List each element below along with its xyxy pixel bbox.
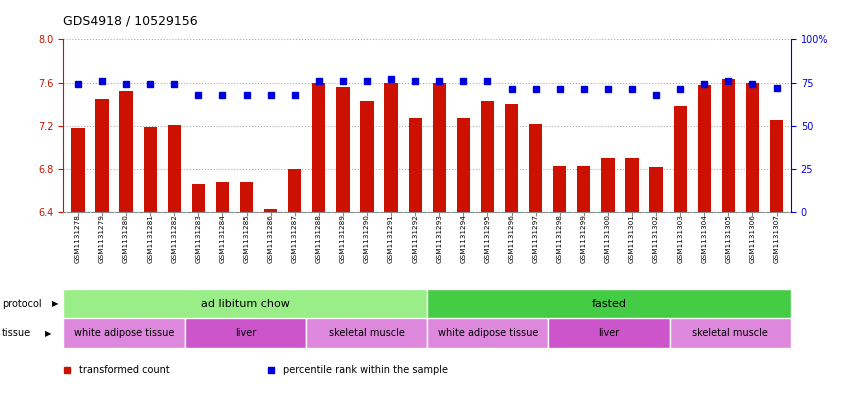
- Text: GSM1131296: GSM1131296: [508, 215, 514, 263]
- Bar: [548, 318, 670, 348]
- Bar: [770, 120, 783, 212]
- Text: GSM1131303: GSM1131303: [677, 215, 684, 263]
- Bar: [670, 318, 791, 348]
- Text: GSM1131285: GSM1131285: [244, 215, 250, 263]
- Text: liver: liver: [234, 328, 256, 338]
- Text: skeletal muscle: skeletal muscle: [692, 328, 768, 338]
- Text: skeletal muscle: skeletal muscle: [328, 328, 404, 338]
- Text: GSM1131297: GSM1131297: [533, 215, 539, 263]
- Bar: [481, 101, 494, 212]
- Text: GSM1131299: GSM1131299: [581, 215, 587, 263]
- Bar: [384, 83, 398, 212]
- Text: GSM1131280: GSM1131280: [123, 215, 129, 263]
- Bar: [746, 83, 759, 212]
- Text: GSM1131278: GSM1131278: [75, 215, 81, 263]
- Bar: [264, 209, 277, 212]
- Text: GSM1131287: GSM1131287: [292, 215, 298, 263]
- Text: ▶: ▶: [52, 299, 59, 308]
- Text: protocol: protocol: [2, 299, 41, 309]
- Text: GSM1131295: GSM1131295: [485, 215, 491, 263]
- Text: GSM1131279: GSM1131279: [99, 215, 105, 263]
- Text: GSM1131294: GSM1131294: [460, 215, 466, 263]
- Bar: [673, 106, 687, 212]
- Text: GSM1131307: GSM1131307: [773, 215, 779, 263]
- Text: GSM1131305: GSM1131305: [725, 215, 732, 263]
- Text: GSM1131283: GSM1131283: [195, 215, 201, 263]
- Bar: [698, 84, 711, 212]
- Bar: [529, 123, 542, 212]
- Bar: [240, 182, 253, 212]
- Bar: [432, 83, 446, 212]
- Text: GDS4918 / 10529156: GDS4918 / 10529156: [63, 15, 198, 28]
- Bar: [71, 128, 85, 212]
- Bar: [184, 318, 306, 348]
- Text: GSM1131284: GSM1131284: [219, 215, 225, 263]
- Bar: [168, 125, 181, 212]
- Text: GSM1131290: GSM1131290: [364, 215, 370, 263]
- Text: ad libitum chow: ad libitum chow: [201, 299, 290, 309]
- Text: GSM1131289: GSM1131289: [340, 215, 346, 263]
- Bar: [577, 166, 591, 212]
- Text: GSM1131291: GSM1131291: [388, 215, 394, 263]
- Bar: [63, 289, 427, 318]
- Bar: [427, 318, 548, 348]
- Text: ▶: ▶: [45, 329, 52, 338]
- Bar: [144, 127, 157, 212]
- Bar: [409, 118, 422, 212]
- Text: white adipose tissue: white adipose tissue: [74, 328, 174, 338]
- Text: tissue: tissue: [2, 328, 30, 338]
- Text: GSM1131282: GSM1131282: [171, 215, 178, 263]
- Text: GSM1131306: GSM1131306: [750, 215, 755, 263]
- Text: GSM1131298: GSM1131298: [557, 215, 563, 263]
- Text: percentile rank within the sample: percentile rank within the sample: [283, 365, 448, 375]
- Bar: [553, 166, 566, 212]
- Text: liver: liver: [598, 328, 620, 338]
- Text: fasted: fasted: [591, 299, 627, 309]
- Text: GSM1131302: GSM1131302: [653, 215, 659, 263]
- Text: white adipose tissue: white adipose tissue: [437, 328, 538, 338]
- Bar: [192, 184, 205, 212]
- Text: GSM1131293: GSM1131293: [437, 215, 442, 263]
- Bar: [360, 101, 374, 212]
- Text: GSM1131292: GSM1131292: [412, 215, 418, 263]
- Bar: [427, 289, 791, 318]
- Bar: [216, 182, 229, 212]
- Bar: [63, 318, 184, 348]
- Bar: [119, 91, 133, 212]
- Bar: [288, 169, 301, 212]
- Bar: [312, 83, 326, 212]
- Bar: [625, 158, 639, 212]
- Text: GSM1131288: GSM1131288: [316, 215, 321, 263]
- Bar: [457, 118, 470, 212]
- Text: transformed count: transformed count: [80, 365, 170, 375]
- Bar: [650, 167, 662, 212]
- Text: GSM1131304: GSM1131304: [701, 215, 707, 263]
- Bar: [96, 99, 108, 212]
- Text: GSM1131286: GSM1131286: [267, 215, 273, 263]
- Text: GSM1131281: GSM1131281: [147, 215, 153, 263]
- Bar: [336, 87, 349, 212]
- Bar: [505, 104, 518, 212]
- Text: GSM1131300: GSM1131300: [605, 215, 611, 263]
- Text: GSM1131301: GSM1131301: [629, 215, 635, 263]
- Bar: [602, 158, 614, 212]
- Bar: [306, 318, 427, 348]
- Bar: [722, 79, 735, 212]
